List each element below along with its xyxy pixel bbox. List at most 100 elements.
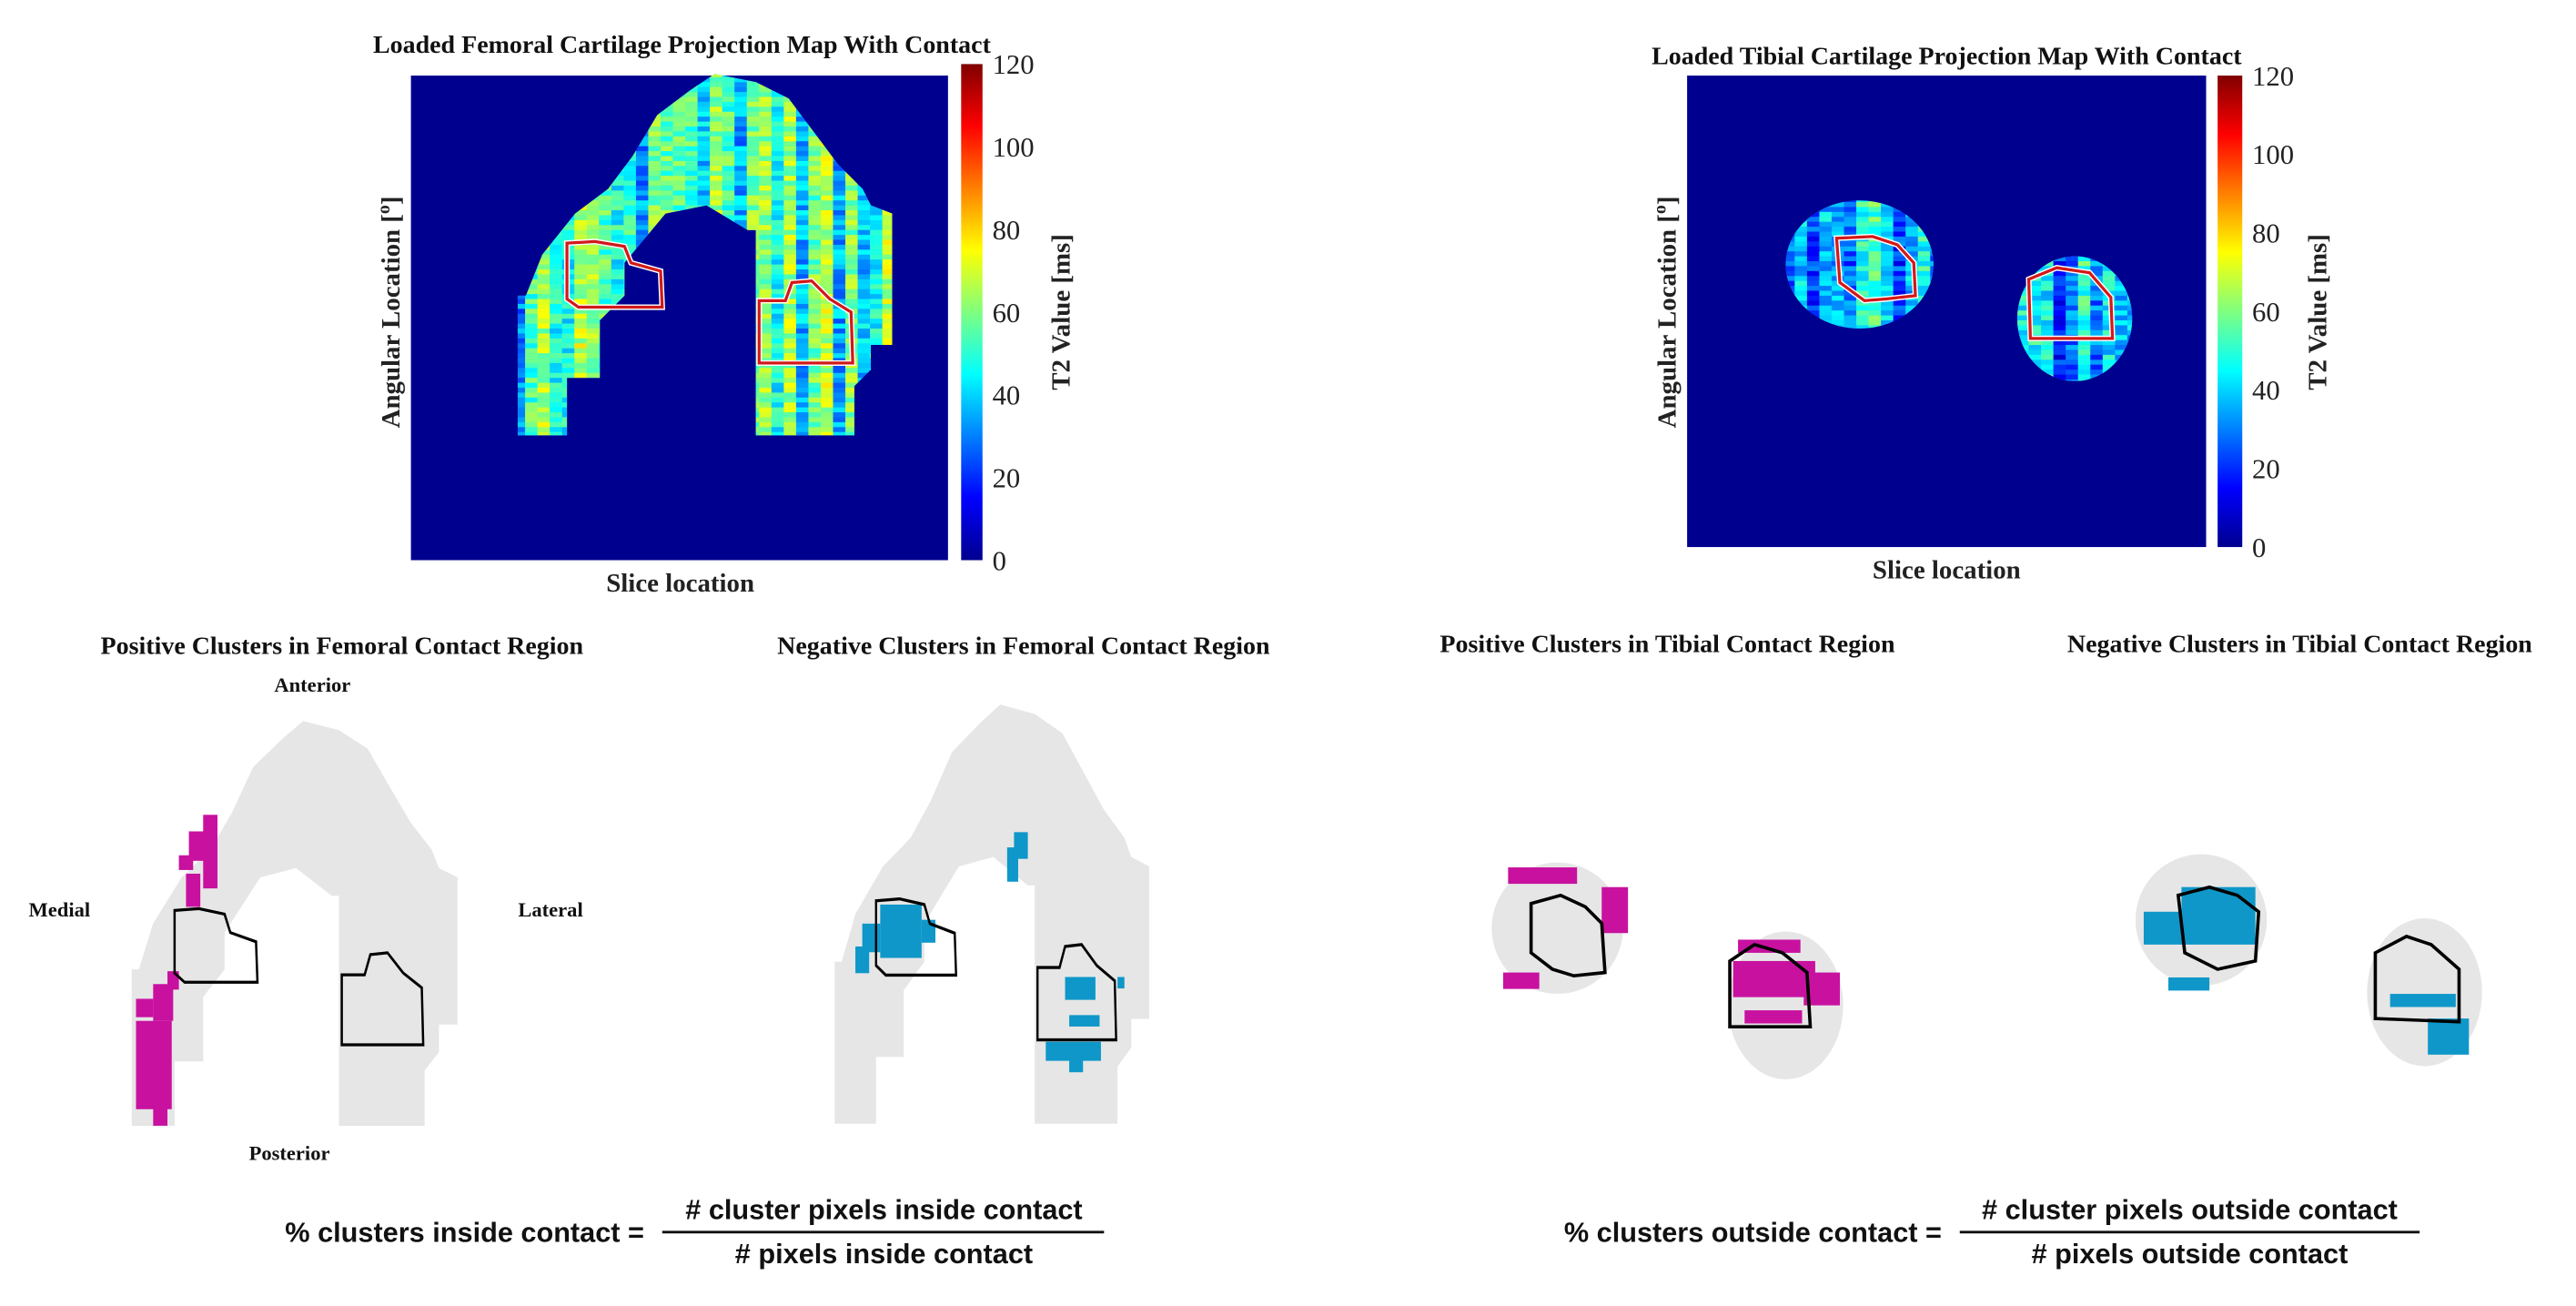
heatmap-cell bbox=[1905, 227, 1919, 233]
heatmap-cell bbox=[795, 378, 809, 384]
heatmap-cell bbox=[1881, 217, 1894, 223]
heatmap-cell bbox=[1794, 246, 1808, 252]
heatmap-cell bbox=[771, 427, 784, 433]
heatmap-cell bbox=[845, 264, 859, 270]
heatmap-cell bbox=[586, 362, 600, 369]
heatmap-cell bbox=[574, 309, 588, 315]
heatmap-cell bbox=[550, 313, 563, 319]
heatmap-cell bbox=[537, 269, 551, 275]
heatmap-cell bbox=[1794, 280, 1808, 287]
heatmap-cell bbox=[574, 278, 588, 285]
heatmap-cell bbox=[517, 402, 526, 409]
heatmap-cell bbox=[574, 338, 588, 344]
heatmap-cell bbox=[623, 160, 637, 167]
heatmap-cell bbox=[1785, 251, 1795, 258]
heatmap-cell bbox=[820, 348, 834, 354]
heatmap-cell bbox=[517, 397, 526, 403]
heatmap-cell bbox=[795, 121, 809, 127]
heatmap-cell bbox=[1881, 270, 1894, 277]
heatmap-cell bbox=[1856, 221, 1870, 228]
heatmap-cell bbox=[820, 269, 834, 275]
chart-title: Loaded Tibial Cartilage Projection Map W… bbox=[1652, 42, 2242, 70]
heatmap-cell bbox=[1844, 211, 1857, 218]
heatmap-cell bbox=[1881, 305, 1894, 311]
heatmap-cell bbox=[599, 235, 612, 241]
heatmap-cell bbox=[820, 156, 834, 162]
heatmap-cell bbox=[685, 121, 699, 127]
heatmap-cell bbox=[635, 205, 649, 211]
heatmap-cell bbox=[1806, 280, 1820, 287]
heatmap-cell bbox=[1881, 207, 1894, 213]
heatmap-cell bbox=[1806, 261, 1820, 267]
heatmap-cell bbox=[586, 229, 600, 236]
heatmap-cell bbox=[759, 225, 773, 231]
heatmap-cell bbox=[783, 412, 797, 419]
heatmap-cell bbox=[2041, 354, 2055, 360]
tibial-negative-clusters-panel: Negative Clusters in Tibial Contact Regi… bbox=[2067, 631, 2532, 1067]
heatmap-cell bbox=[611, 264, 624, 270]
heatmap-cell bbox=[525, 294, 539, 300]
heatmap-cell bbox=[537, 368, 551, 374]
heatmap-cell bbox=[734, 121, 748, 127]
heatmap-cell bbox=[1905, 241, 1919, 248]
heatmap-cell bbox=[795, 200, 809, 207]
heatmap-cell bbox=[808, 269, 822, 275]
heatmap-cell bbox=[722, 106, 735, 113]
colorbar-label: T2 Value [ms] bbox=[1046, 234, 1076, 390]
heatmap-cell bbox=[550, 264, 563, 270]
heatmap-cell bbox=[759, 111, 773, 117]
heatmap-cell bbox=[2041, 349, 2055, 356]
heatmap-cell bbox=[2102, 329, 2116, 336]
heatmap-cell bbox=[2066, 286, 2079, 292]
heatmap-cell bbox=[746, 106, 760, 113]
heatmap-cell bbox=[623, 170, 637, 177]
heatmap-cell bbox=[2041, 325, 2055, 331]
heatmap-cell bbox=[697, 156, 711, 162]
heatmap-cell bbox=[771, 249, 784, 256]
heatmap-cell bbox=[611, 289, 624, 295]
heatmap-cell bbox=[2041, 286, 2055, 292]
heatmap-cell bbox=[537, 254, 551, 260]
heatmap-cell bbox=[795, 131, 809, 137]
heatmap-cell bbox=[648, 160, 662, 167]
heatmap-cell bbox=[870, 225, 884, 231]
heatmap-cell bbox=[660, 195, 674, 201]
heatmap-cell bbox=[611, 249, 624, 256]
heatmap-cell bbox=[1856, 251, 1870, 258]
heatmap-cell bbox=[783, 151, 797, 157]
heatmap-cell bbox=[833, 333, 846, 339]
heatmap-cell bbox=[783, 101, 797, 107]
heatmap-cell bbox=[2115, 335, 2128, 341]
heatmap-cell bbox=[783, 136, 797, 142]
heatmap-cell bbox=[808, 215, 822, 221]
heatmap-cell bbox=[783, 353, 797, 359]
heatmap-cell bbox=[611, 284, 624, 290]
heatmap-cell bbox=[882, 269, 893, 275]
heatmap-cell bbox=[648, 141, 662, 147]
heatmap-cell bbox=[2041, 370, 2055, 376]
heatmap-cell bbox=[2053, 286, 2066, 292]
heatmap-cell bbox=[586, 259, 600, 266]
heatmap-cell bbox=[2016, 290, 2030, 297]
heatmap-cell bbox=[808, 239, 822, 246]
heatmap-cell bbox=[1806, 266, 1820, 272]
heatmap-cell bbox=[1881, 319, 1894, 326]
heatmap-cell bbox=[599, 205, 612, 211]
heatmap-cell bbox=[857, 338, 871, 344]
heatmap-cell bbox=[882, 215, 893, 221]
heatmap-cell bbox=[771, 200, 784, 207]
heatmap-cell bbox=[759, 382, 773, 389]
heatmap-cell bbox=[685, 200, 699, 207]
heatmap-cell bbox=[857, 190, 871, 197]
heatmap-cell bbox=[586, 235, 600, 241]
heatmap-cell bbox=[2077, 290, 2091, 297]
heatmap-cell bbox=[1794, 227, 1808, 233]
heatmap-cell bbox=[783, 313, 797, 319]
heatmap-cell bbox=[550, 303, 563, 309]
heatmap-cell bbox=[2066, 276, 2079, 282]
heatmap-cell bbox=[550, 427, 563, 433]
heatmap-cell bbox=[586, 215, 600, 221]
heatmap-cell bbox=[820, 264, 834, 270]
heatmap-cell bbox=[808, 319, 822, 325]
heatmap-cell bbox=[857, 348, 871, 354]
